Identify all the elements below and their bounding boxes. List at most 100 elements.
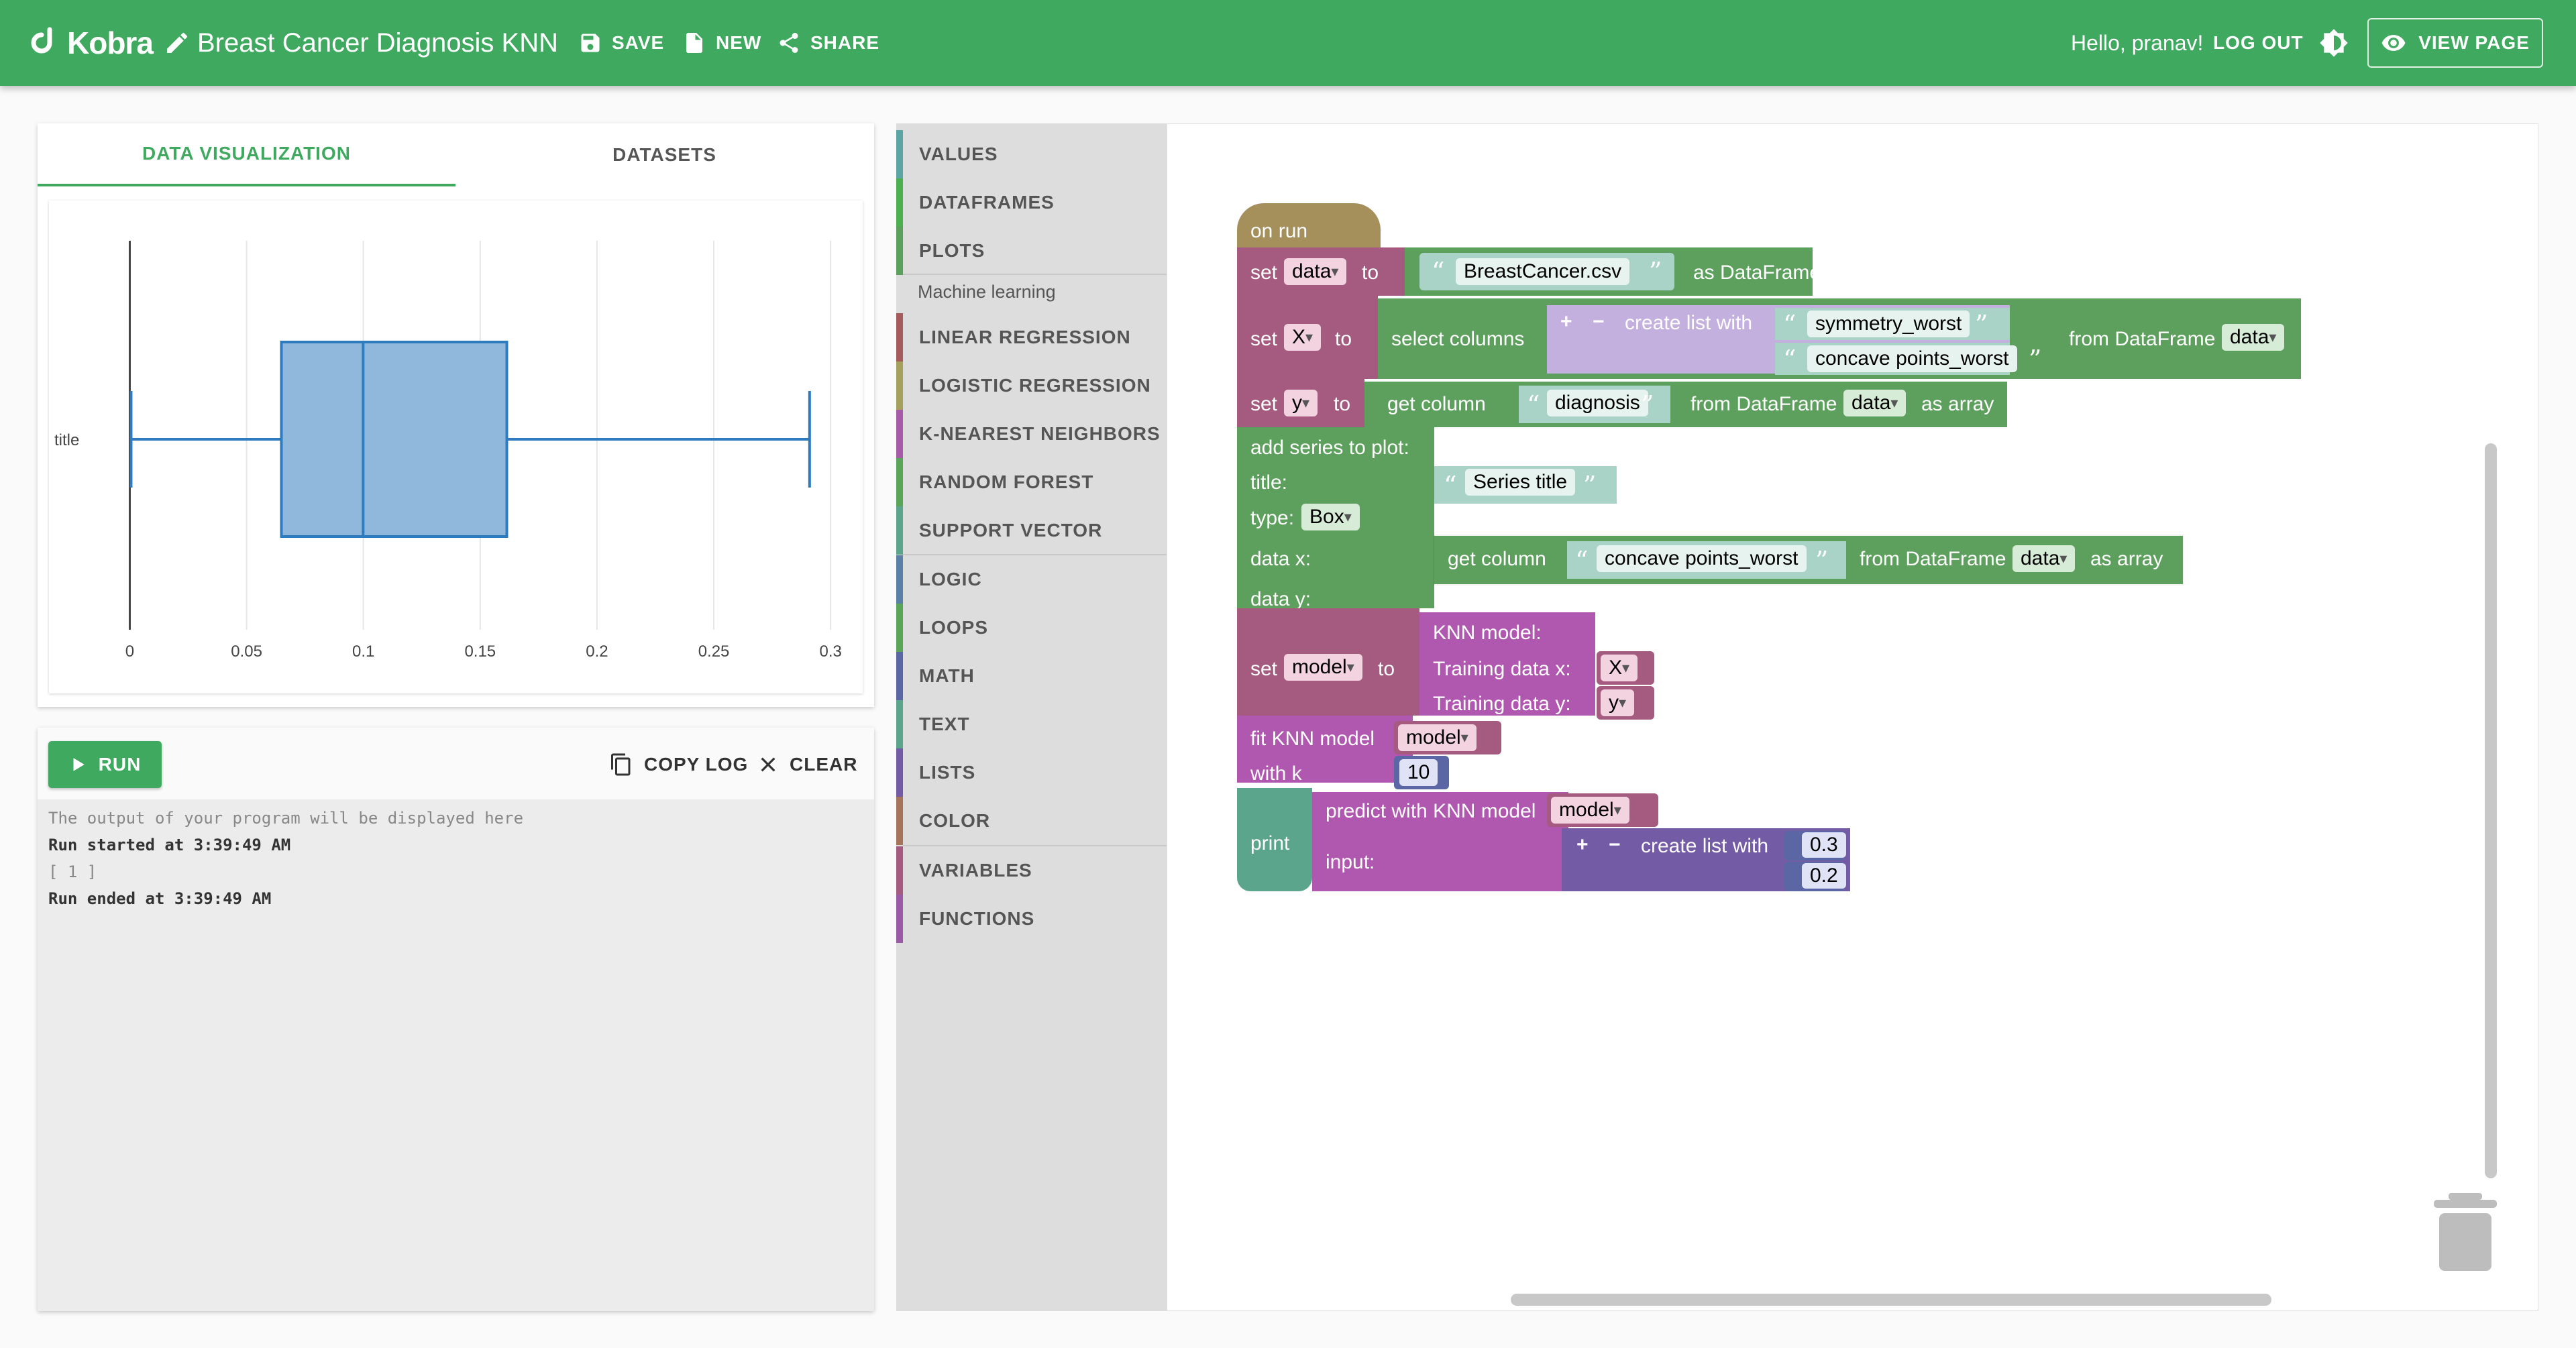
trash-icon[interactable]: [2428, 1186, 2502, 1274]
list-add-button[interactable]: +: [1560, 311, 1572, 333]
toolbox-category-logistic-regression[interactable]: LOGISTIC REGRESSION: [896, 361, 1167, 410]
category-label: MATH: [919, 665, 975, 686]
column-name-text[interactable]: concave points_worst: [1807, 345, 2017, 372]
variable-dropdown-data[interactable]: data: [1843, 390, 1907, 416]
category-label: LINEAR REGRESSION: [919, 327, 1131, 347]
select-columns-label: select columns: [1391, 328, 1525, 350]
variable-dropdown-y[interactable]: y: [1601, 689, 1635, 716]
list-value-field[interactable]: 0.2: [1802, 863, 1846, 889]
variable-dropdown-data[interactable]: data: [2222, 324, 2285, 351]
set-label: set: [1250, 658, 1278, 680]
kobra-logo[interactable]: Kobra: [30, 0, 154, 86]
new-button[interactable]: NEW: [682, 0, 761, 86]
share-label: SHARE: [810, 32, 880, 53]
run-button[interactable]: RUN: [48, 741, 162, 788]
on-run-label: on run: [1250, 220, 1308, 242]
console-line: Run ended at 3:39:49 AM: [48, 889, 272, 908]
category-label: LISTS: [919, 762, 976, 783]
toolbox-category-random-forest[interactable]: RANDOM FOREST: [896, 458, 1167, 506]
horizontal-scrollbar[interactable]: [1511, 1294, 2271, 1306]
project-title-area[interactable]: Breast Cancer Diagnosis KNN: [164, 0, 558, 86]
category-label: VALUES: [919, 144, 998, 164]
chart-container: 0 0.05 0.1 0.15 0.2 0.25 0.3 title: [49, 201, 863, 693]
x-tick-labels: 0 0.05 0.1 0.15 0.2 0.25 0.3: [125, 642, 842, 661]
variable-dropdown-data[interactable]: data: [2012, 545, 2076, 572]
print-label: print: [1250, 832, 1290, 854]
variable-dropdown-data[interactable]: data: [1284, 258, 1347, 285]
category-label: TEXT: [919, 714, 970, 734]
toolbox-category-color[interactable]: COLOR: [896, 797, 1167, 845]
toolbox-category-plots[interactable]: PLOTS: [896, 227, 1167, 275]
toolbox-category-text[interactable]: TEXT: [896, 700, 1167, 748]
share-button[interactable]: SHARE: [777, 0, 879, 86]
toolbox-category-linear-regression[interactable]: LINEAR REGRESSION: [896, 313, 1167, 361]
column-name-text[interactable]: symmetry_worst: [1807, 311, 1970, 337]
x-tick-label: 0: [125, 642, 134, 661]
fit-knn-block[interactable]: [1237, 716, 1413, 783]
copy-icon: [611, 753, 631, 776]
get-column-label: get column: [1448, 548, 1546, 570]
column-name-text[interactable]: diagnosis: [1547, 390, 1648, 416]
toolbox-category-loops[interactable]: LOOPS: [896, 604, 1167, 652]
block-toolbox: VALUES DATAFRAMES PLOTS Machine learning…: [896, 123, 1167, 1311]
category-label: COLOR: [919, 810, 991, 831]
block-workspace[interactable]: on run set data to “ BreastCancer.csv ” …: [1167, 123, 2538, 1311]
plot-type-dropdown[interactable]: Box: [1301, 504, 1360, 530]
on-run-block[interactable]: [1237, 203, 1381, 247]
save-button[interactable]: SAVE: [578, 0, 664, 86]
list-remove-button[interactable]: −: [1593, 311, 1605, 333]
toolbox-separator: [903, 845, 1167, 846]
print-block[interactable]: [1237, 788, 1312, 891]
toolbox-category-lists[interactable]: LISTS: [896, 748, 1167, 797]
toolbox-category-functions[interactable]: FUNCTIONS: [896, 895, 1167, 943]
x-tick-label: 0.3: [819, 642, 841, 661]
column-name-text[interactable]: concave points_worst: [1597, 545, 1807, 572]
tab-data-visualization[interactable]: DATA VISUALIZATION: [38, 123, 455, 186]
list-add-button[interactable]: +: [1576, 834, 1589, 856]
create-list-label: create list with: [1625, 312, 1753, 334]
top-app-bar: Kobra Breast Cancer Diagnosis KNN SAVE N…: [0, 0, 2576, 86]
variable-dropdown-model[interactable]: model: [1398, 724, 1477, 751]
quote-open-icon: “: [1527, 390, 1540, 420]
create-list-label: create list with: [1641, 835, 1769, 857]
quote-open-icon: “: [1783, 345, 1796, 374]
toolbox-category-math[interactable]: MATH: [896, 652, 1167, 700]
data-y-param-label: data y:: [1250, 588, 1311, 610]
variable-dropdown-x[interactable]: X: [1284, 324, 1322, 351]
toolbox-category-support-vector[interactable]: SUPPORT VECTOR: [896, 506, 1167, 555]
variable-dropdown-model[interactable]: model: [1284, 654, 1362, 681]
from-dataframe-label: from DataFrame: [1860, 548, 2006, 570]
clear-button[interactable]: CLEAR: [757, 741, 857, 788]
theme-toggle-button[interactable]: [2319, 0, 2349, 86]
k-value-field[interactable]: 10: [1399, 759, 1438, 786]
vertical-scrollbar[interactable]: [2485, 443, 2497, 1178]
quote-open-icon: “: [1575, 546, 1589, 575]
x-tick-label: 0.2: [586, 642, 608, 661]
view-page-button[interactable]: VIEW PAGE: [2367, 18, 2543, 68]
copy-log-button[interactable]: COPY LOG: [609, 741, 748, 788]
share-icon: [780, 33, 798, 53]
knn-model-block[interactable]: [1419, 612, 1595, 716]
series-title-text[interactable]: Series title: [1465, 469, 1576, 496]
category-label: FUNCTIONS: [919, 908, 1035, 929]
toolbox-category-values[interactable]: VALUES: [896, 130, 1167, 178]
title-param-label: title:: [1250, 471, 1288, 494]
as-array-label: as array: [2090, 548, 2163, 570]
tab-datasets[interactable]: DATASETS: [612, 144, 716, 165]
variable-dropdown-model[interactable]: model: [1551, 797, 1629, 824]
toolbox-category-logic[interactable]: LOGIC: [896, 555, 1167, 604]
list-value-field[interactable]: 0.3: [1802, 832, 1846, 858]
x-tick-label: 0.1: [352, 642, 374, 661]
csv-filename-text[interactable]: BreastCancer.csv: [1456, 258, 1630, 285]
category-label: K-NEAREST NEIGHBORS: [919, 423, 1161, 444]
predict-knn-block[interactable]: [1312, 792, 1568, 891]
variable-dropdown-x[interactable]: X: [1601, 655, 1638, 681]
variable-dropdown-y[interactable]: y: [1284, 390, 1318, 416]
toolbox-category-dataframes[interactable]: DATAFRAMES: [896, 178, 1167, 227]
toolbox-category-knn[interactable]: K-NEAREST NEIGHBORS: [896, 410, 1167, 458]
toolbox-separator: [903, 274, 1167, 275]
list-remove-button[interactable]: −: [1609, 834, 1621, 856]
logout-button[interactable]: LOG OUT: [2213, 32, 2304, 53]
category-label: LOOPS: [919, 617, 989, 638]
toolbox-category-variables[interactable]: VARIABLES: [896, 846, 1167, 895]
